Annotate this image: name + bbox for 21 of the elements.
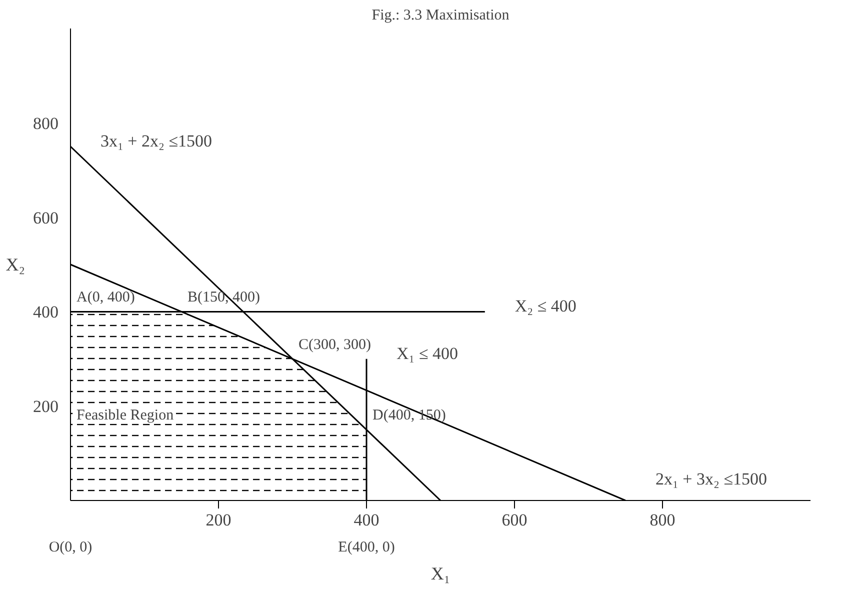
y-tick-label: 800 [33, 114, 58, 133]
y-tick-label: 200 [33, 397, 58, 416]
y-tick-label: 400 [33, 302, 58, 322]
series-label: X₁ ≤ 400 [396, 344, 458, 363]
annotation: Feasible Region [76, 408, 174, 424]
annotation: O(0, 0) [48, 540, 92, 556]
annotation: A(0, 400) [76, 290, 135, 306]
annotation: B(150, 400) [188, 290, 260, 306]
y-tick-label: 600 [33, 208, 58, 228]
series-label: X₂ ≤ 400 [514, 296, 576, 316]
annotation: C(300, 300) [298, 336, 371, 353]
x-tick-label: 800 [650, 510, 676, 530]
x-tick-label: 200 [206, 510, 232, 530]
chart-title: Fig.: 3.3 Maximisation [372, 8, 510, 24]
annotation: E(400, 0) [338, 540, 395, 556]
y-axis-title: X₂ [6, 254, 26, 274]
x-tick-label: 400 [354, 510, 380, 530]
x-axis-title: X₁ [430, 564, 450, 584]
x-tick-label: 600 [502, 510, 528, 530]
series-label: 3x₁ + 2x₂ ≤1500 [100, 132, 212, 150]
series-label: 2x₁ + 3x₂ ≤1500 [656, 470, 768, 488]
